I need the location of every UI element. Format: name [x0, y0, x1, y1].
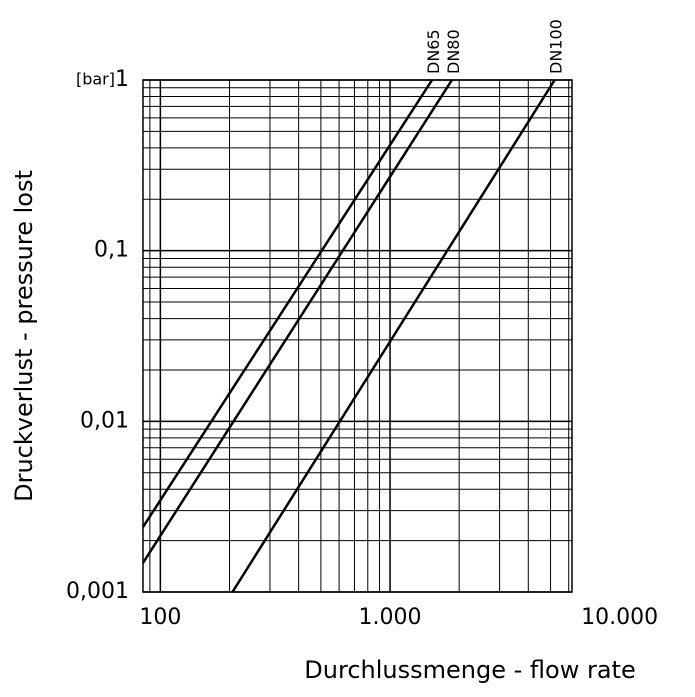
y-tick-label: 0,1	[94, 238, 129, 263]
series-label: DN80	[444, 29, 463, 74]
y-tick-label: 0,01	[80, 408, 129, 433]
y-axis-label: Druckverlust - pressure lost	[10, 170, 38, 502]
y-tick-label: 0,001	[66, 579, 129, 604]
series-label: DN100	[547, 19, 566, 74]
series-line	[231, 79, 556, 593]
series-line	[141, 79, 453, 564]
x-tick-label: 100	[139, 605, 181, 630]
x-axis-label: Durchlussmenge - flow rate	[304, 656, 635, 684]
y-tick-label: 1	[115, 67, 129, 92]
series-label: DN65	[424, 29, 443, 74]
x-tick-label: 1.000	[359, 605, 422, 630]
x-tick-label: 10.000	[581, 605, 658, 630]
y-unit: [bar]	[76, 70, 115, 89]
series-line	[141, 79, 434, 528]
